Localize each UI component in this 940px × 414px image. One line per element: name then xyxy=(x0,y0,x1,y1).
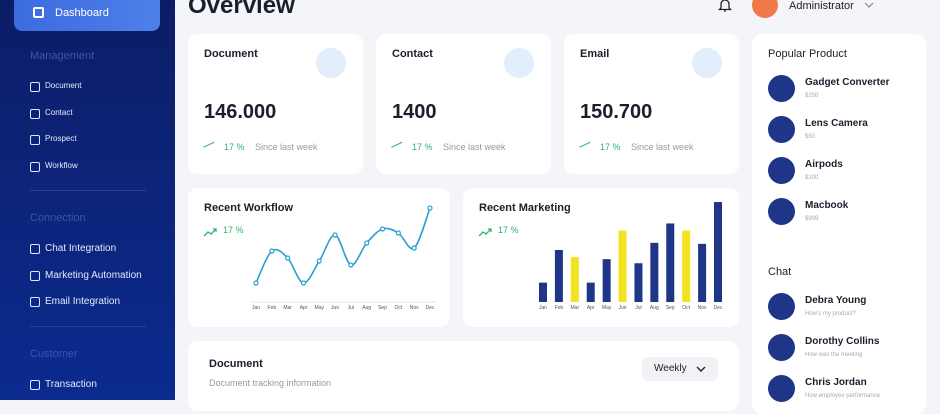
avatar xyxy=(768,75,795,102)
nav-item[interactable]: Transaction xyxy=(45,378,97,390)
marketing-card: Recent Marketing xyxy=(463,188,739,327)
stat-note: Since last week xyxy=(631,142,694,152)
trend-icon xyxy=(391,141,405,154)
user-name[interactable]: Administrator xyxy=(789,0,854,12)
icon xyxy=(30,135,40,145)
item-sub: How was the meeting xyxy=(805,352,863,358)
avatar xyxy=(768,116,795,143)
divider xyxy=(30,325,146,327)
item-name[interactable]: Airpods xyxy=(805,159,843,170)
active-nav[interactable]: Dashboard xyxy=(14,0,160,31)
section-title: Customer xyxy=(30,347,78,360)
stat-card: Email 150.700 17 % Since last week xyxy=(564,34,739,174)
item-name[interactable]: Gadget Converter xyxy=(805,77,890,88)
item-sub: $250 xyxy=(805,93,819,99)
chevron xyxy=(696,366,706,372)
item-sub: How's my product? xyxy=(805,311,856,317)
stat-value: 1400 xyxy=(392,101,437,123)
icon xyxy=(30,270,40,281)
stat-icon xyxy=(692,48,722,78)
card-title: Document xyxy=(209,358,263,370)
item-name[interactable]: Macbook xyxy=(805,200,849,211)
icon xyxy=(30,108,40,119)
stat-card: Document 146.000 17 % Since last week xyxy=(188,34,363,174)
panel-title: Chat xyxy=(768,266,792,278)
trend-icon xyxy=(203,141,217,154)
icon xyxy=(30,82,40,92)
right-panel: Popular Product Chat Gadget Converter $25… xyxy=(752,34,926,414)
item-sub: $50 xyxy=(805,134,816,140)
item-sub: $100 xyxy=(805,175,819,181)
stat-card: Contact 1400 17 % Since last week xyxy=(376,34,551,174)
card-title: Recent Marketing xyxy=(479,202,571,214)
item-name[interactable]: Debra Young xyxy=(805,295,867,306)
item-sub: $999 xyxy=(805,216,819,222)
card-title: Recent Workflow xyxy=(204,202,294,214)
nav-item[interactable]: Email Integration xyxy=(45,296,121,307)
nav-item[interactable]: Document xyxy=(45,81,82,90)
stat-label: Document xyxy=(204,48,258,60)
nav-item[interactable]: Prospect xyxy=(45,134,77,143)
avatar xyxy=(752,0,778,18)
bell[interactable] xyxy=(718,0,732,13)
panel-title: Popular Product xyxy=(768,48,847,60)
divider xyxy=(30,190,146,191)
avatar xyxy=(768,375,795,402)
item-name[interactable]: Chris Jordan xyxy=(805,377,867,388)
stat-change: 17 % xyxy=(600,142,621,152)
avatar xyxy=(768,293,795,320)
item-name[interactable]: Dorothy Collins xyxy=(805,336,880,347)
trend-icon xyxy=(579,141,593,154)
section-title: Management xyxy=(30,50,95,62)
page-title: Overview xyxy=(188,0,295,19)
icon xyxy=(30,297,40,307)
nav-label: Dashboard xyxy=(55,7,109,19)
item-name[interactable]: Lens Camera xyxy=(805,118,868,129)
stat-change: 17 % xyxy=(224,142,245,152)
stat-note: Since last week xyxy=(443,142,506,152)
nav-item[interactable]: Workflow xyxy=(45,160,78,170)
stat-icon xyxy=(504,48,534,78)
icon xyxy=(30,244,40,254)
stat-value: 146.000 xyxy=(204,101,277,123)
stat-change: 17 % xyxy=(412,142,433,152)
nav-item[interactable]: Chat Integration xyxy=(45,243,117,254)
stat-note: Since last week xyxy=(255,142,318,152)
nav-item[interactable]: Contact xyxy=(45,107,73,117)
nav-item[interactable]: Marketing Automation xyxy=(45,269,142,281)
icon xyxy=(30,379,40,390)
stat-value: 150.700 xyxy=(580,101,653,123)
stat-label: Email xyxy=(580,48,610,60)
stat-label: Contact xyxy=(392,48,433,60)
item-sub: How employee performance xyxy=(805,393,881,399)
dropdown[interactable]: Weekly xyxy=(642,357,718,381)
stat-icon xyxy=(316,48,346,78)
card-subtitle: Document tracking information xyxy=(209,378,332,388)
dropdown-label: Weekly xyxy=(654,363,687,374)
chevron[interactable] xyxy=(864,1,874,9)
icon xyxy=(33,7,44,18)
workflow-card: Recent Workflow xyxy=(188,188,450,327)
avatar xyxy=(768,198,795,225)
sidebar: Dashboard Management Document Contact Prosp… xyxy=(0,0,175,400)
avatar xyxy=(768,157,795,184)
avatar xyxy=(768,334,795,361)
document-card: Document Document tracking information W… xyxy=(188,341,739,411)
icon xyxy=(30,161,40,172)
section-title: Connection xyxy=(30,212,86,224)
